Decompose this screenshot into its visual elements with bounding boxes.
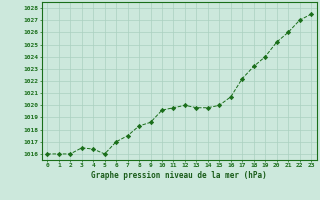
X-axis label: Graphe pression niveau de la mer (hPa): Graphe pression niveau de la mer (hPa)	[91, 171, 267, 180]
